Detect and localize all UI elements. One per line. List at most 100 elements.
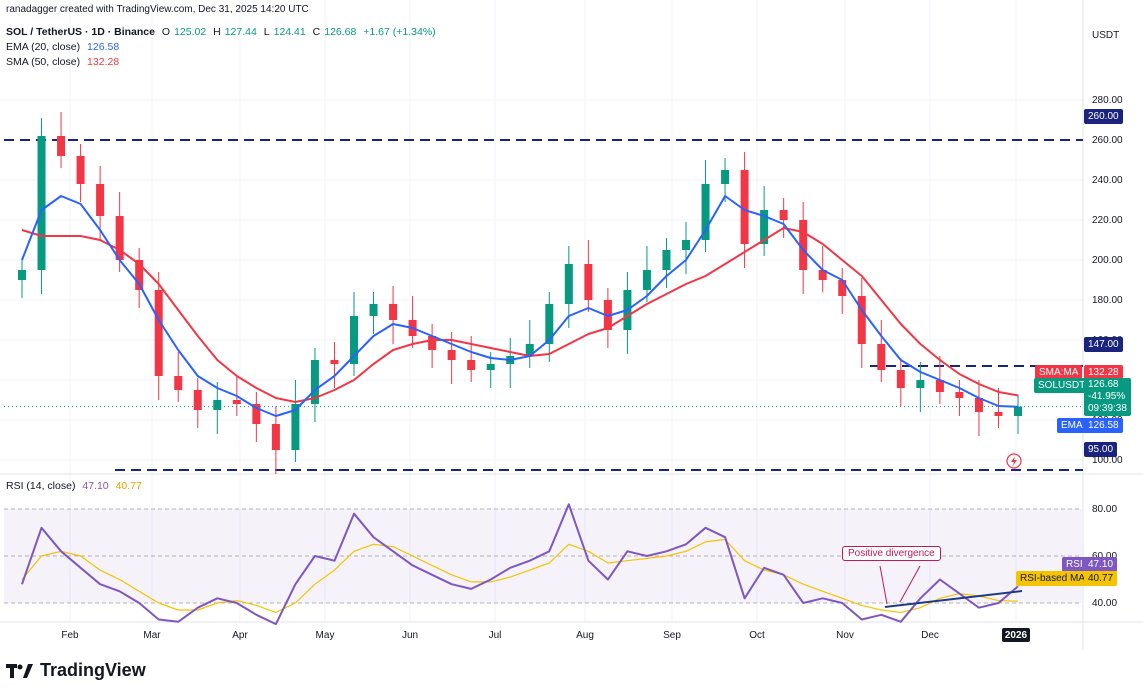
candle-body[interactable] (252, 404, 261, 424)
candle-body[interactable] (799, 220, 808, 270)
symbol-title[interactable]: SOL / TetherUS · 1D · Binance (6, 26, 155, 38)
lightning-icon[interactable] (1006, 453, 1022, 469)
positive-divergence-label[interactable]: Positive divergence (842, 546, 941, 561)
candle-body[interactable] (291, 404, 300, 450)
ema-20-line[interactable] (21, 195, 1019, 417)
price-axis-tick: 180.00 (1092, 295, 1123, 306)
candle-body[interactable] (896, 370, 905, 388)
sma-value: 132.28 (87, 56, 120, 68)
candle-body[interactable] (818, 270, 827, 280)
candle-body[interactable] (974, 398, 983, 412)
candle-body[interactable] (193, 390, 202, 410)
rsi-ma-line[interactable] (21, 538, 1019, 613)
time-axis-tick: Oct (749, 630, 765, 641)
divergence-pointer-right (899, 565, 921, 603)
time-axis-tick: Apr (232, 630, 248, 641)
time-axis-tick: May (316, 630, 335, 641)
ema-axis-tag-value: 126.58 (1084, 418, 1123, 433)
candle-body[interactable] (350, 316, 358, 364)
rsi-axis-tick: 80.00 (1092, 504, 1117, 515)
sma-50-line[interactable] (21, 227, 1019, 403)
candle-body[interactable] (486, 364, 495, 370)
time-axis-tick: Sep (663, 630, 681, 641)
close-value: 126.68 (324, 26, 357, 38)
candle-body[interactable] (232, 400, 241, 404)
candle-body[interactable] (838, 280, 847, 296)
candle-body[interactable] (760, 210, 769, 244)
price-axis-tick: 240.00 (1092, 175, 1123, 186)
candle-body[interactable] (564, 264, 573, 304)
candle-body[interactable] (467, 360, 476, 370)
candle-body[interactable] (955, 392, 964, 398)
candle-body[interactable] (271, 424, 280, 450)
candle-body[interactable] (213, 400, 222, 410)
candle-body[interactable] (428, 336, 437, 350)
level-95-tag: 95.00 (1084, 442, 1118, 457)
price-axis-tag: 126.68 -41.95% 09:39:38 (1084, 378, 1131, 416)
sma-axis-tag-value: 132.28 (1084, 365, 1123, 380)
change-value: +1.67 (+1.34%) (363, 26, 436, 38)
candle-body[interactable] (525, 344, 534, 356)
candle-body[interactable] (135, 260, 144, 290)
candle-body[interactable] (994, 412, 1003, 416)
candle-body[interactable] (310, 360, 319, 404)
candle-body[interactable] (18, 270, 26, 280)
sma-legend[interactable]: SMA (50, close) 132.28 (6, 56, 123, 68)
candle-body[interactable] (369, 304, 378, 316)
price-axis-tag-label: SOLUSDT (1034, 378, 1090, 393)
credit-text: ranadagger created with TradingView.com,… (6, 4, 309, 15)
candle-body[interactable] (174, 376, 183, 390)
rsi-axis-tag-label: RSI (1062, 557, 1087, 572)
rsi-axis-tick: 40.00 (1092, 598, 1117, 609)
rsi-line[interactable] (21, 503, 1019, 626)
sma-label: SMA (50, close) (6, 56, 81, 68)
tradingview-logo[interactable]: TradingView (6, 660, 146, 681)
price-axis-tick: 220.00 (1092, 215, 1123, 226)
rsi-legend[interactable]: RSI (14, close) 47.10 40.77 (6, 480, 146, 492)
tradingview-logo-icon (6, 663, 33, 678)
ema-value: 126.58 (87, 41, 120, 53)
candle-body[interactable] (935, 380, 944, 392)
candle-body[interactable] (57, 136, 66, 156)
candle-body[interactable] (96, 184, 105, 216)
rsi-ma-axis-tag-label: RSI-based MA (1016, 571, 1090, 586)
candle-body[interactable] (877, 344, 886, 370)
price-axis-tick: 280.00 (1092, 95, 1123, 106)
candle-body[interactable] (916, 380, 925, 388)
candle-body[interactable] (857, 296, 866, 344)
candle-body[interactable] (447, 350, 456, 360)
rsi-ma-value: 40.77 (115, 480, 142, 492)
positive-divergence-line[interactable] (884, 590, 1023, 608)
candle-body[interactable] (682, 240, 690, 250)
time-axis-tick: Mar (143, 630, 161, 641)
candle-body[interactable] (330, 360, 339, 364)
candle-body[interactable] (545, 304, 554, 344)
time-axis-tick: Feb (61, 630, 79, 641)
candle-body[interactable] (1014, 406, 1022, 416)
rsi-ma-axis-tag-value: 40.77 (1084, 571, 1118, 586)
candle-body[interactable] (115, 216, 124, 260)
candle-body[interactable] (584, 264, 593, 300)
candle-body[interactable] (721, 170, 730, 184)
time-axis-tick: Dec (921, 630, 939, 641)
candle-body[interactable] (642, 270, 651, 290)
candle-body[interactable] (76, 156, 85, 184)
rsi-axis-tag-value: 47.10 (1084, 557, 1118, 572)
candle-body[interactable] (389, 304, 398, 320)
credit-line: ranadagger created with TradingView.com,… (6, 4, 313, 15)
candle-body[interactable] (662, 250, 671, 270)
candle-body[interactable] (37, 136, 46, 270)
candle-body[interactable] (701, 184, 710, 240)
candle-body[interactable] (154, 290, 163, 376)
high-value: 127.44 (224, 26, 257, 38)
rsi-label: RSI (14, close) (6, 480, 76, 492)
time-axis-tick: Aug (576, 630, 594, 641)
time-axis-tick: Jul (489, 630, 502, 641)
price-axis-countdown: 09:39:38 (1088, 403, 1127, 414)
time-axis-tick: Jun (402, 630, 418, 641)
ema-legend[interactable]: EMA (20, close) 126.58 (6, 41, 123, 53)
candle-body[interactable] (740, 170, 749, 244)
candle-body[interactable] (779, 210, 788, 220)
